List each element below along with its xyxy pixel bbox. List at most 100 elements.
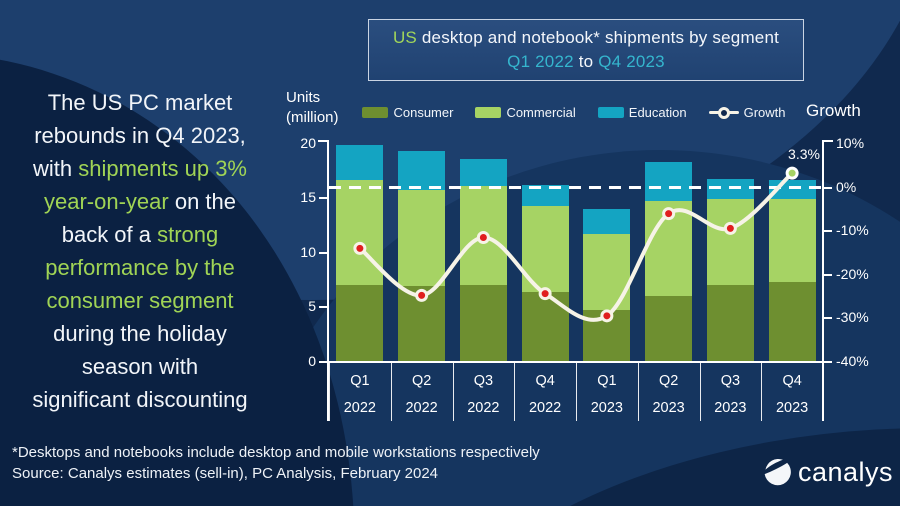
x-label-quarter: Q1 <box>597 373 617 389</box>
text-segment: shipments up 3% <box>78 156 247 181</box>
chart-title: US desktop and notebook* shipments by se… <box>369 26 803 50</box>
category-separator <box>576 361 577 421</box>
right-axis-line <box>822 140 824 421</box>
bar-segment-education <box>336 145 384 180</box>
x-label-year: 2022 <box>405 400 438 416</box>
left-axis-tick <box>319 360 328 363</box>
x-label-year: 2023 <box>590 400 623 416</box>
text-segment: The US PC market <box>47 90 233 115</box>
bar-segment-consumer <box>768 282 816 362</box>
x-label-quarter: Q3 <box>720 373 741 389</box>
bar-segment-consumer <box>459 285 507 362</box>
x-label-year: 2022 <box>528 400 562 416</box>
legend-item-growth: Growth <box>708 105 786 120</box>
right-axis-tick-label: -10% <box>836 222 869 238</box>
left-axis-tick <box>319 251 328 254</box>
right-axis-tick <box>824 317 832 319</box>
right-axis-tick-label: -30% <box>836 309 869 325</box>
summary-line: during the holiday <box>6 317 274 350</box>
right-axis-tick <box>824 186 832 189</box>
left-axis-title: Units (million) <box>286 88 339 128</box>
summary-line: performance by the <box>6 251 274 284</box>
chart-title-box: US desktop and notebook* shipments by se… <box>368 19 804 81</box>
right-axis-tick <box>824 360 832 363</box>
bar-segment-commercial <box>768 199 816 283</box>
right-axis-cap-tick <box>822 140 833 142</box>
text-segment: desktop and notebook* shipments by segme… <box>416 28 780 47</box>
text-segment: significant discounting <box>32 387 248 412</box>
x-label-year: 2022 <box>467 400 500 416</box>
text-segment: performance by the <box>45 255 235 280</box>
bar-segment-consumer <box>521 291 569 362</box>
text-segment: during the holiday <box>53 321 227 346</box>
bar-segment-education <box>459 159 507 187</box>
bar-segment-commercial <box>459 186 507 286</box>
x-label-quarter: Q4 <box>782 373 802 389</box>
category-separator <box>699 361 701 421</box>
bar-segment-commercial <box>583 234 631 311</box>
x-label-year: 2022 <box>343 400 376 416</box>
right-axis-tick-label: -40% <box>836 352 869 369</box>
summary-text: The US PC market rebounds in Q4 2023, with… <box>6 86 274 416</box>
text-segment: rebounds in Q4 2023, <box>34 123 246 148</box>
x-label-year: 2023 <box>652 400 685 416</box>
category-separator <box>514 361 516 421</box>
category-separator <box>452 361 454 421</box>
summary-line: The US PC market <box>6 86 274 119</box>
text-segment: on the <box>168 189 236 214</box>
canalys-logo: canalys <box>762 456 893 488</box>
text-segment: season with <box>81 354 199 379</box>
x-label-quarter: Q4 <box>535 373 555 389</box>
legend: Consumer Commercial Education Growth <box>356 105 792 120</box>
right-axis-tick-label: 10% <box>836 135 865 151</box>
bar-segment-consumer <box>398 286 446 362</box>
legend-item-education: Education <box>597 105 687 120</box>
summary-line: with shipments up 3% <box>6 152 274 185</box>
growth-annotation: 3.3% <box>788 146 820 162</box>
x-label-quarter: Q2 <box>658 373 679 389</box>
category-separator <box>390 361 392 421</box>
bar-segment-commercial <box>645 200 693 297</box>
right-axis-tick-label: 0% <box>836 178 857 195</box>
left-axis-title-line2: (million) <box>286 109 339 126</box>
left-axis-tick-label: 0 <box>308 352 316 369</box>
bar-segment-consumer <box>706 285 754 362</box>
text-segment: Q4 2023 <box>598 52 665 71</box>
bar-segment-education <box>706 178 754 200</box>
left-axis-cap-tick <box>318 140 329 142</box>
left-axis-line <box>327 140 329 421</box>
summary-line: consumer segment <box>6 284 274 317</box>
right-axis-tick <box>824 273 832 276</box>
summary-line: significant discounting <box>6 383 274 416</box>
legend-swatch-icon <box>597 107 624 118</box>
source-line: Source: Canalys estimates (sell-in), PC … <box>12 465 439 482</box>
right-axis-title: Growth <box>806 101 861 120</box>
text-segment: back of a <box>61 222 158 247</box>
chart-subtitle: Q1 2022 to Q4 2023 <box>369 50 803 74</box>
canalys-logo-icon <box>764 458 791 486</box>
summary-line: back of a strong <box>6 218 274 251</box>
text-segment: year-on-year <box>44 189 169 214</box>
canalys-logo-text: canalys <box>798 457 894 487</box>
x-label-quarter: Q3 <box>473 373 494 389</box>
bar-segment-education <box>583 209 631 235</box>
footnote: *Desktops and notebooks include desktop … <box>12 444 540 461</box>
bar-segment-education <box>768 179 816 200</box>
text-segment: consumer segment <box>46 288 234 313</box>
category-separator <box>637 361 639 421</box>
summary-line: year-on-year on the <box>6 185 274 218</box>
left-axis-tick-label: 15 <box>300 189 316 206</box>
x-label-year: 2023 <box>775 400 809 416</box>
bar-segment-consumer <box>645 296 693 362</box>
category-separator <box>823 361 824 421</box>
legend-swatch-icon <box>362 107 389 118</box>
right-axis-tick <box>824 230 832 232</box>
bar-segment-commercial <box>706 199 754 286</box>
bar-segment-consumer <box>583 310 631 362</box>
left-axis-tick <box>319 197 328 200</box>
legend-item-consumer: Consumer <box>362 105 453 120</box>
left-axis-tick <box>319 306 328 309</box>
bar-segment-commercial <box>398 189 446 287</box>
category-separator <box>761 361 763 421</box>
